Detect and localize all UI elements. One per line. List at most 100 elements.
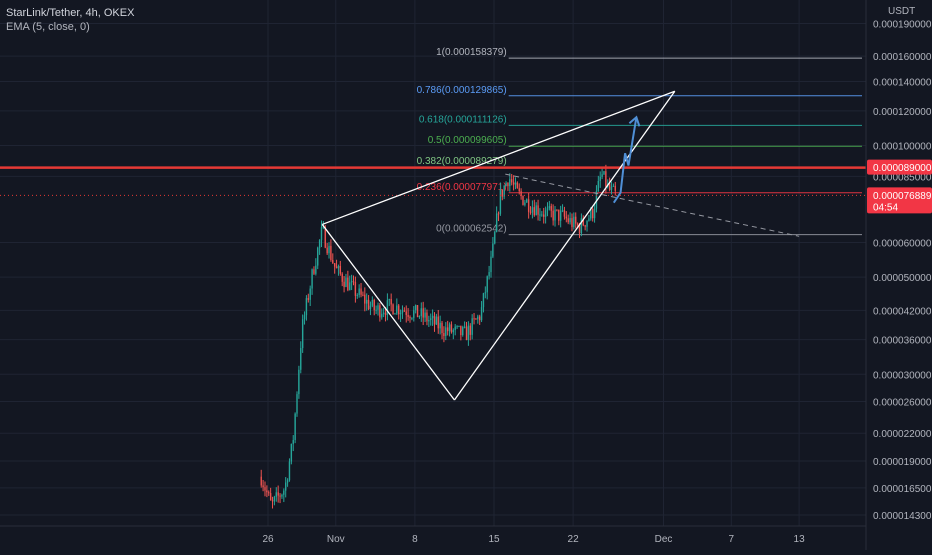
candle-body xyxy=(350,281,353,283)
candle-body xyxy=(612,185,615,187)
candle-body xyxy=(559,210,562,221)
price-tick-label: 0.000014300 xyxy=(873,511,932,522)
wedge-trendline xyxy=(321,224,455,401)
candle-body xyxy=(365,299,368,304)
candle-body xyxy=(298,369,300,395)
candle-body xyxy=(460,325,462,336)
candle-body xyxy=(501,189,503,197)
candle-body xyxy=(307,298,310,300)
candle-body xyxy=(384,312,387,316)
candle-body xyxy=(588,218,590,221)
candle-body xyxy=(273,496,276,502)
price-unit-label: USDT xyxy=(888,6,916,17)
candle-body xyxy=(373,299,375,311)
candle-body xyxy=(347,277,349,291)
candle-body xyxy=(546,208,549,211)
candle-body xyxy=(441,322,443,334)
time-tick-label: Nov xyxy=(327,534,345,545)
candle-body xyxy=(364,294,366,304)
candle-body xyxy=(454,326,456,331)
candle-body xyxy=(576,223,579,226)
candle-body xyxy=(603,171,605,175)
candle-body xyxy=(266,490,268,493)
candle-body xyxy=(337,265,340,269)
fib-level-label: 0.382(0.000089279) xyxy=(417,156,507,167)
fib-level-label: 1(0.000158379) xyxy=(436,47,507,58)
candle-body xyxy=(575,216,577,224)
candle-body xyxy=(414,305,417,311)
wedge-trendline xyxy=(322,90,676,226)
candle-body xyxy=(345,277,347,287)
candle-body xyxy=(294,413,296,441)
candle-body xyxy=(381,313,383,318)
candle-body xyxy=(565,216,568,219)
candle-body xyxy=(503,185,505,197)
fib-level-label: 0.236(0.000077971) xyxy=(417,182,507,193)
candle-body xyxy=(445,327,447,337)
candle-body xyxy=(309,288,311,300)
candle-body xyxy=(398,305,400,315)
candle-body xyxy=(439,322,441,329)
candle-body xyxy=(283,490,285,495)
drawings[interactable] xyxy=(0,90,866,401)
candle-body xyxy=(484,292,487,294)
candle-body xyxy=(305,298,308,316)
candle-body xyxy=(394,313,396,315)
grid-lines xyxy=(0,0,866,526)
candle-body xyxy=(516,182,519,189)
fib-level-label: 0(0.000062542) xyxy=(436,224,507,235)
fib-level-label: 0.5(0.000099605) xyxy=(428,135,507,146)
candle-body xyxy=(599,176,601,181)
projection-arrowhead xyxy=(628,115,641,127)
candle-body xyxy=(413,310,415,318)
price-tick-label: 0.000036000 xyxy=(873,336,932,347)
candle-body xyxy=(437,316,439,329)
candle-body xyxy=(531,207,534,213)
price-badge-label: 0.000076889 xyxy=(873,191,932,202)
candle-body xyxy=(601,174,603,177)
candle-body xyxy=(582,218,584,226)
symbol-title[interactable]: StarLink/Tether, 4h, OKEX xyxy=(6,7,135,19)
time-tick-label: 8 xyxy=(412,534,418,545)
time-tick-label: 22 xyxy=(568,534,580,545)
candle-body xyxy=(456,326,458,328)
candle-body xyxy=(527,199,530,212)
price-tick-label: 0.000016500 xyxy=(873,484,932,495)
candle-body xyxy=(482,293,485,308)
candle-body xyxy=(418,316,421,318)
candle-body xyxy=(371,299,374,306)
candle-body xyxy=(584,225,586,227)
candle-body xyxy=(260,476,262,486)
candle-body xyxy=(497,213,500,215)
candle-body xyxy=(281,494,283,497)
time-tick-label: 15 xyxy=(488,534,500,545)
candle-body xyxy=(477,316,479,320)
candle-body xyxy=(428,320,430,322)
chart-legend[interactable]: StarLink/Tether, 4h, OKEX EMA (5, close,… xyxy=(6,6,134,34)
indicator-label[interactable]: EMA (5, close, 0) xyxy=(6,21,90,33)
candle-body xyxy=(595,191,598,209)
candle-body xyxy=(478,316,481,321)
candle-body xyxy=(554,209,556,221)
candle-body xyxy=(522,195,524,205)
price-tick-label: 0.000030000 xyxy=(873,370,932,381)
time-tick-label: 13 xyxy=(794,534,806,545)
candle-body xyxy=(303,315,306,320)
candle-body xyxy=(533,207,536,216)
candle-body xyxy=(512,182,515,185)
candle-body xyxy=(490,256,492,273)
candle-body xyxy=(471,318,473,335)
candle-body xyxy=(448,324,451,332)
candle-body xyxy=(614,185,616,191)
candle-body xyxy=(529,211,532,213)
candle-body xyxy=(296,394,298,414)
candle-body xyxy=(511,179,513,183)
price-tick-label: 0.000190000 xyxy=(873,19,932,30)
candle-body xyxy=(269,493,272,501)
candle-body xyxy=(409,316,411,319)
candle-body xyxy=(407,314,409,317)
candle-body xyxy=(463,326,466,328)
